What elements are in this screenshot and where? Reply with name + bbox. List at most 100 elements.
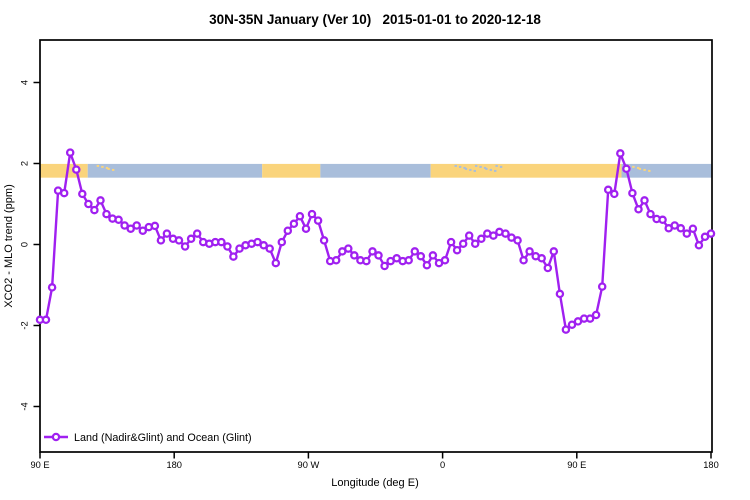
data-point-marker bbox=[114, 215, 123, 225]
y-tick-label: 2 bbox=[19, 161, 29, 166]
data-point-marker bbox=[102, 209, 111, 219]
map-band-speck bbox=[499, 165, 503, 168]
data-point-marker bbox=[616, 149, 625, 158]
data-point-marker bbox=[404, 256, 413, 265]
data-point-marker bbox=[519, 256, 528, 265]
data-point-marker bbox=[658, 215, 667, 225]
data-point-marker bbox=[229, 252, 238, 261]
data-point-marker bbox=[610, 189, 619, 199]
map-band-speck bbox=[494, 169, 497, 172]
data-point-marker bbox=[555, 289, 565, 299]
map-band-speck bbox=[105, 166, 109, 169]
data-point-marker bbox=[694, 241, 704, 250]
map-band-speck bbox=[479, 165, 482, 168]
data-point-marker bbox=[374, 251, 383, 260]
data-point-marker bbox=[126, 224, 135, 233]
data-point-marker bbox=[192, 229, 202, 238]
plot-border bbox=[39, 39, 713, 453]
data-point-marker bbox=[319, 236, 329, 245]
data-point-marker bbox=[549, 247, 559, 256]
data-point-marker bbox=[72, 165, 81, 174]
data-point-marker bbox=[301, 224, 311, 233]
data-point-marker bbox=[591, 310, 601, 320]
x-tick-label: 90 W bbox=[298, 460, 320, 470]
data-point-marker bbox=[706, 229, 716, 238]
data-point-marker bbox=[217, 237, 226, 247]
data-point-marker bbox=[59, 188, 69, 198]
map-band-segment-ocean bbox=[621, 163, 712, 178]
legend-marker-circle bbox=[51, 432, 61, 442]
map-band-segment-land bbox=[430, 163, 622, 178]
map-band-speck bbox=[96, 164, 100, 167]
map-band-speck bbox=[473, 169, 476, 172]
map-band-speck bbox=[101, 165, 104, 168]
x-tick-label: 0 bbox=[440, 460, 445, 470]
data-point-marker bbox=[84, 199, 93, 209]
data-point-marker bbox=[362, 256, 371, 266]
data-point-marker bbox=[156, 236, 166, 245]
data-point-marker bbox=[700, 232, 710, 242]
data-point-marker bbox=[537, 254, 546, 263]
data-point-marker bbox=[180, 242, 190, 251]
data-point-marker bbox=[235, 244, 244, 253]
legend-label: Land (Nadir&Glint) and Ocean (Glint) bbox=[74, 432, 252, 444]
map-band-segment-ocean bbox=[87, 163, 263, 178]
data-point-marker bbox=[501, 229, 510, 238]
data-point-marker bbox=[78, 189, 87, 199]
data-point-marker bbox=[513, 236, 522, 245]
y-tick-label: -2 bbox=[19, 321, 29, 329]
map-band-speck bbox=[495, 164, 498, 167]
x-axis-title: Longitude (deg E) bbox=[331, 477, 419, 489]
data-point-marker bbox=[253, 237, 262, 247]
map-band-speck bbox=[111, 168, 115, 171]
data-point-marker bbox=[410, 247, 420, 256]
map-band-speck bbox=[489, 168, 493, 171]
map-band-speck bbox=[454, 164, 457, 167]
data-point-marker bbox=[289, 219, 299, 229]
data-point-marker bbox=[543, 263, 553, 273]
x-tick-label: 90 E bbox=[30, 460, 49, 470]
x-tick-label: 90 E bbox=[567, 460, 586, 470]
data-point-marker bbox=[120, 221, 129, 230]
data-point-marker bbox=[41, 315, 51, 325]
data-point-marker bbox=[350, 251, 359, 260]
data-point-marker bbox=[440, 256, 450, 265]
map-band-segment-land bbox=[40, 163, 88, 178]
data-point-marker bbox=[138, 226, 148, 235]
x-tick-label: 180 bbox=[703, 460, 719, 470]
data-point-marker bbox=[422, 260, 432, 270]
data-point-marker bbox=[295, 211, 305, 221]
map-band-speck bbox=[483, 166, 487, 169]
map-band-speck bbox=[638, 167, 642, 170]
data-point-marker bbox=[368, 247, 377, 256]
data-point-marker bbox=[65, 148, 75, 157]
data-point-marker bbox=[265, 244, 274, 253]
map-band-speck bbox=[648, 169, 651, 172]
data-point-marker bbox=[344, 244, 353, 253]
data-point-marker bbox=[186, 234, 196, 244]
map-band-speck bbox=[636, 166, 640, 169]
chart-title: 30N-35N January (Ver 10) 2015-01-01 to 2… bbox=[209, 12, 541, 27]
data-point-marker bbox=[597, 282, 607, 291]
data-point-marker bbox=[416, 251, 426, 261]
data-point-marker bbox=[428, 251, 438, 260]
data-point-marker bbox=[640, 196, 649, 205]
data-point-marker bbox=[446, 237, 456, 247]
data-point-marker bbox=[162, 229, 172, 238]
map-band-speck bbox=[458, 165, 462, 168]
map-band-speck bbox=[643, 168, 646, 171]
y-tick-label: 4 bbox=[19, 80, 29, 85]
data-point-marker bbox=[477, 234, 486, 244]
data-point-marker bbox=[47, 283, 57, 292]
y-tick-label: 0 bbox=[19, 242, 29, 247]
data-point-marker bbox=[682, 229, 692, 238]
data-point-marker bbox=[603, 185, 613, 195]
data-point-marker bbox=[380, 261, 389, 271]
y-tick-label: -4 bbox=[19, 402, 29, 410]
data-point-marker bbox=[174, 236, 184, 245]
data-point-marker bbox=[223, 242, 232, 251]
data-point-marker bbox=[259, 241, 268, 250]
map-band-speck bbox=[463, 166, 466, 169]
